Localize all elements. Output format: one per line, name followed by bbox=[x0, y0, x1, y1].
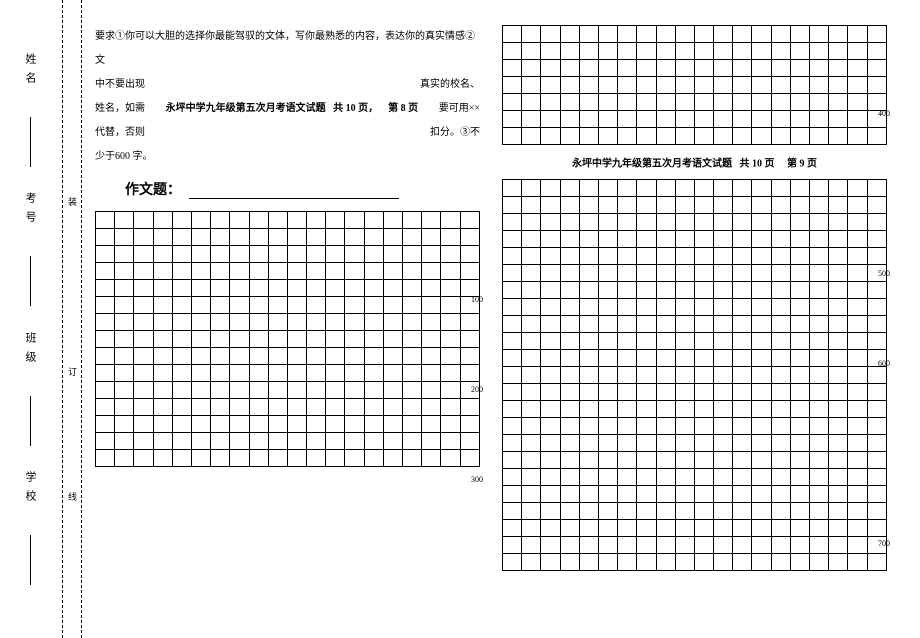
char-count-marker: 500 bbox=[878, 269, 890, 278]
dash-mark: 线 bbox=[66, 490, 79, 503]
char-count-marker: 700 bbox=[878, 539, 890, 548]
dash-mark: 装 bbox=[66, 195, 79, 208]
label-school: 学校 bbox=[22, 471, 38, 509]
page-left: 要求①你可以大胆的选择你最能驾驭的文体，写你最熟悉的内容，表达你的真实情感②文 … bbox=[95, 25, 480, 467]
char-count-marker: 300 bbox=[471, 475, 483, 484]
grid-gap: 永坪中学九年级第五次月考语文试题 共 10 页 第 9 页 bbox=[502, 145, 887, 179]
field-line bbox=[30, 535, 31, 585]
binding-dash-line bbox=[81, 0, 82, 638]
manuscript-grid[interactable] bbox=[502, 179, 887, 571]
binding-dash-line bbox=[62, 0, 63, 638]
instruction-line: 要求①你可以大胆的选择你最能驾驭的文体，写你最熟悉的内容，表达你的真实情感②文 bbox=[95, 25, 480, 73]
char-count-marker: 200 bbox=[471, 385, 483, 394]
instruction-line: 代替，否则 扣分。③不 bbox=[95, 121, 480, 145]
instruction-line: 中不要出现 真实的校名、 bbox=[95, 73, 480, 97]
label-name: 姓名 bbox=[22, 53, 38, 91]
field-line bbox=[30, 117, 31, 167]
manuscript-grid[interactable] bbox=[502, 25, 887, 145]
char-count-marker: 400 bbox=[878, 109, 890, 118]
instruction-line: 姓名，如需 永坪中学九年级第五次月考语文试题 共 10 页， 第 8 页 要可用… bbox=[95, 97, 480, 121]
label-class: 班级 bbox=[22, 332, 38, 370]
manuscript-grid[interactable] bbox=[95, 211, 480, 467]
label-examno: 考号 bbox=[22, 192, 38, 230]
writing-grid-right: 永坪中学九年级第五次月考语文试题 共 10 页 第 9 页 400 500 600 7… bbox=[502, 25, 887, 571]
page-footer-right: 永坪中学九年级第五次月考语文试题 共 10 页 第 9 页 bbox=[572, 155, 817, 170]
essay-title-row: 作文题： bbox=[125, 179, 480, 199]
field-line bbox=[30, 256, 31, 306]
instruction-line: 少于600 字。 bbox=[95, 145, 480, 169]
essay-title-label: 作文题： bbox=[125, 183, 181, 198]
writing-grid-left: 100200300 bbox=[95, 211, 480, 467]
binding-margin-labels: 姓名 考号 班级 学校 bbox=[10, 0, 50, 638]
char-count-marker: 600 bbox=[878, 359, 890, 368]
essay-instructions: 要求①你可以大胆的选择你最能驾驭的文体，写你最熟悉的内容，表达你的真实情感②文 … bbox=[95, 25, 480, 169]
field-line bbox=[30, 396, 31, 446]
dash-mark: 订 bbox=[66, 365, 79, 378]
page-footer-left: 永坪中学九年级第五次月考语文试题 共 10 页， 第 8 页 bbox=[166, 97, 419, 121]
page-right: 永坪中学九年级第五次月考语文试题 共 10 页 第 9 页 400 500 600 7… bbox=[502, 25, 887, 571]
char-count-marker: 100 bbox=[471, 295, 483, 304]
essay-title-blank[interactable] bbox=[189, 198, 399, 199]
